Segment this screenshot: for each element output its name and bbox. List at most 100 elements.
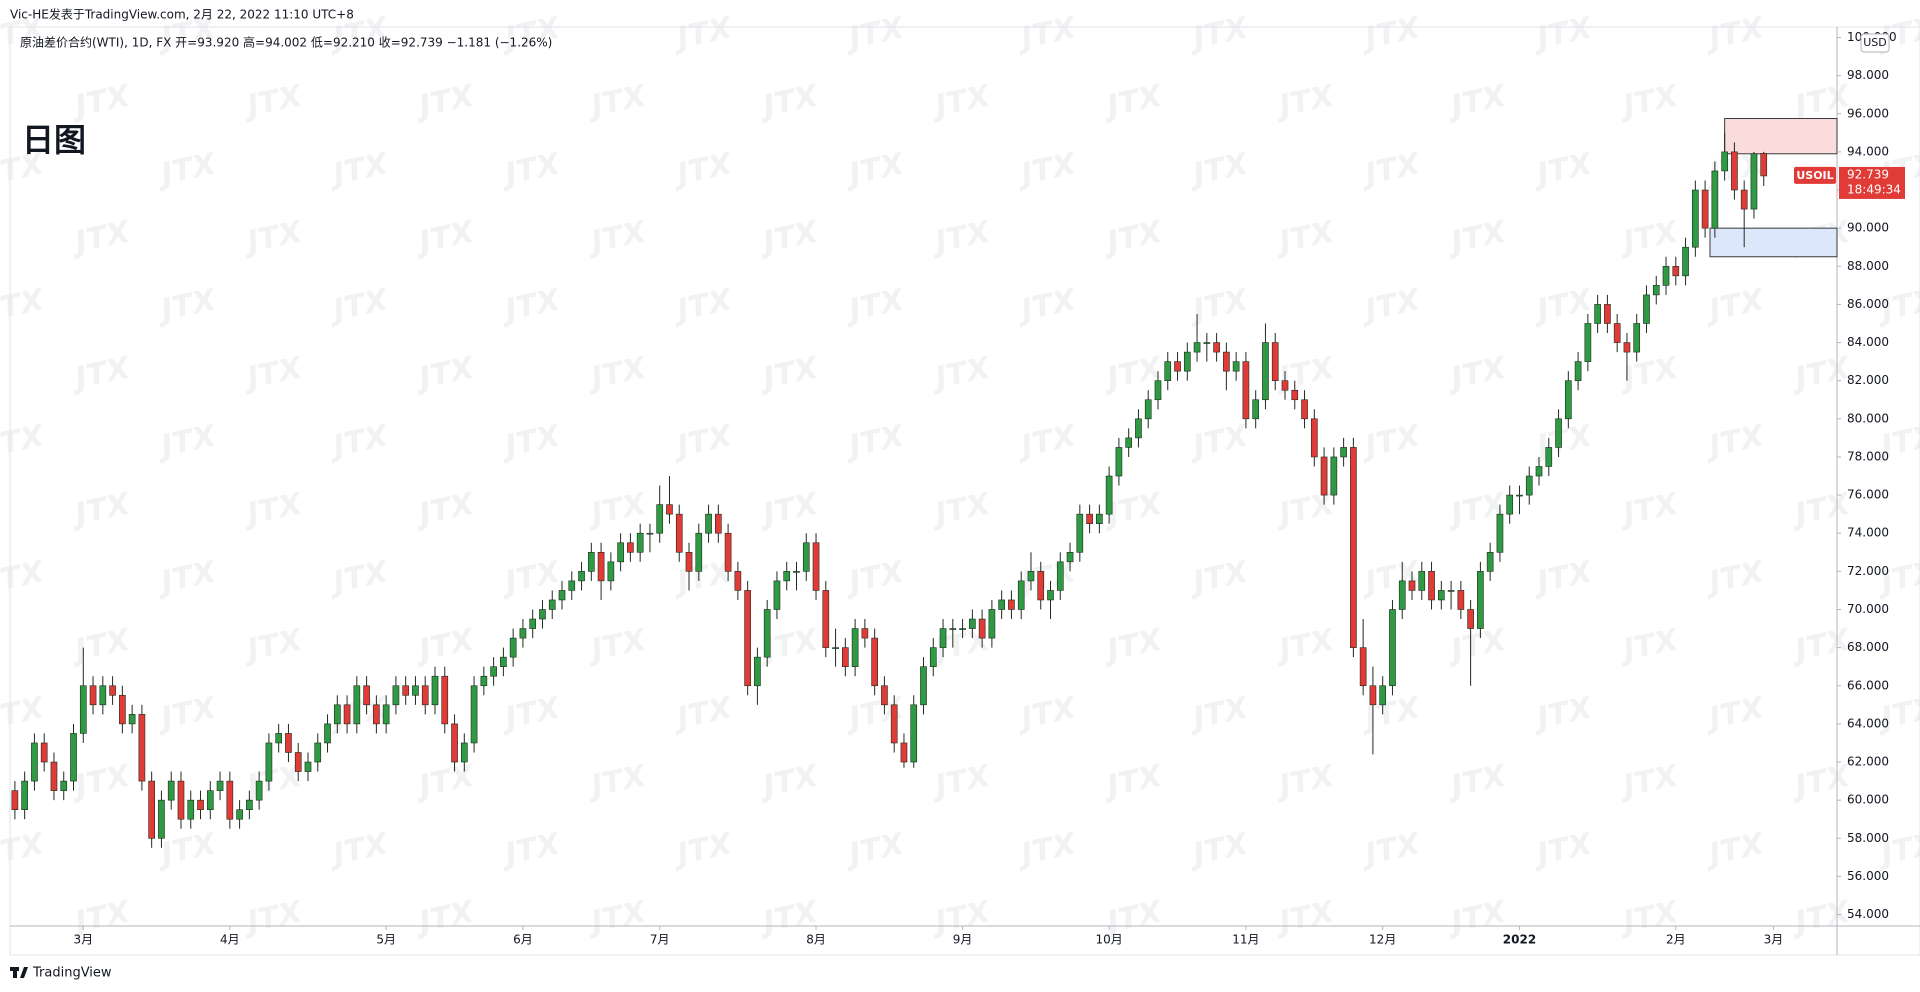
candle-body [695,532,703,572]
candle-body [1486,551,1494,572]
candle-body [1555,418,1562,448]
candle-body [1320,456,1328,496]
candle-body [1203,342,1211,344]
y-tick-label: 88.000 [1847,259,1889,273]
candle-body [861,628,869,639]
candle-body [40,742,48,763]
candle-body [1076,513,1084,553]
candle-body [1154,380,1162,401]
candle-body [1506,494,1514,515]
x-tick-label: 3月 [73,933,93,947]
candle-body [1086,513,1093,524]
candle-body [724,532,732,572]
candle-body [1516,494,1523,497]
candle-body [685,551,693,572]
candle-body [1672,265,1680,277]
candle-body [1135,418,1142,439]
y-tick-label: 62.000 [1847,755,1889,769]
candle-body [304,761,312,772]
candle-body [128,714,136,725]
candle-body [1477,571,1484,629]
x-tick-label: 3月 [1764,933,1784,947]
candle-body [265,742,273,782]
candle-body [1721,151,1728,172]
candle-body [1271,342,1279,381]
y-tick-label: 98.000 [1847,68,1889,82]
candle-body [763,609,771,658]
y-tick-label: 58.000 [1847,831,1889,845]
candle-body [285,733,292,753]
candle-body [431,675,439,706]
y-tick-label: 82.000 [1847,373,1889,387]
candle-body [832,647,839,649]
candle-body [353,685,361,725]
candle-body [1144,399,1152,420]
candle-body [949,628,957,630]
candle-body [1193,342,1201,353]
y-tick-label: 72.000 [1847,564,1889,578]
candle-body [31,742,38,782]
candle-body [1379,685,1387,706]
countdown: 18:49:34 [1847,182,1901,196]
candle-body [1056,561,1064,591]
candle-body [1437,590,1445,601]
candle-body [490,666,497,677]
candle-body [21,780,28,810]
candle-body [89,685,97,706]
candle-body [1027,571,1035,582]
candle-body [1447,590,1455,592]
currency: USD [1863,36,1887,49]
logo-part [20,967,28,978]
candle-body [1584,323,1592,362]
candle-body [500,656,507,667]
pane-border [9,26,1920,956]
y-tick-label: 78.000 [1847,449,1889,463]
candle-body [1613,323,1621,343]
candle-body [666,504,673,515]
candle-body [998,599,1005,610]
currency-box [1860,33,1890,53]
candle-body [236,809,243,820]
candle-body [519,628,527,639]
x-tick-label: 5月 [376,933,396,947]
logo-part [13,967,17,978]
candle-body [627,542,634,553]
symbol-tag-box [1794,166,1836,184]
candle-body [119,694,126,725]
candle-body [1750,153,1758,210]
y-tick-label: 64.000 [1847,716,1889,730]
y-tick-label: 76.000 [1847,488,1889,502]
symbol-tag: USOIL [1796,169,1833,182]
y-tick-label: 96.000 [1847,106,1889,120]
candle-body [197,799,204,810]
candle-body [1281,380,1289,391]
y-tick-label: 54.000 [1847,907,1889,921]
x-tick-label: 10月 [1095,933,1122,947]
y-tick-label: 90.000 [1847,221,1889,235]
candle-body [206,790,214,810]
x-tick-label: 4月 [220,933,240,947]
candle-body [636,532,644,553]
y-tick-label: 84.000 [1847,335,1889,349]
candle-body [177,780,185,820]
candle-body [1604,304,1611,324]
x-tick-label: 2022 [1503,933,1536,947]
candle-body [1047,590,1054,601]
candle-body [617,542,624,563]
candle-body [1467,609,1474,629]
candle-body [255,780,263,801]
candle-body [1545,447,1553,467]
candle-body [1525,475,1533,496]
candle-body [1291,389,1299,401]
candle-body [226,780,234,820]
zone [1724,118,1838,155]
candle-body [988,609,996,639]
candle-body [978,618,986,639]
candle-body [578,571,585,582]
candle-body [158,799,165,839]
candle-body [402,685,410,696]
candle-body [79,685,87,734]
price-tag-box [1839,166,1905,199]
candle-body [1232,361,1240,372]
candle-body [382,704,390,725]
